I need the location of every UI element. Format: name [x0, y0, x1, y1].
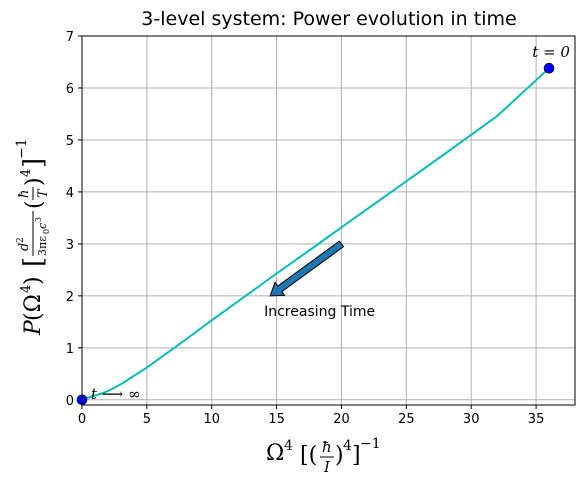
grid-lines	[81, 35, 575, 405]
series-layer	[81, 67, 550, 401]
svg-text:Ω: Ω	[266, 441, 284, 466]
y-tick-label: 5	[66, 134, 74, 149]
svg-text:(: (	[22, 200, 47, 209]
y-axis-label: P (Ω 4 ) [ d 2 3πε 0 c 3 ( ħ T ) 4 ] −1	[14, 138, 51, 336]
svg-text:[: [	[19, 257, 49, 267]
svg-text:c: c	[36, 223, 49, 229]
svg-text:4: 4	[19, 169, 34, 177]
series-line	[81, 67, 550, 401]
x-tick-label: 30	[463, 412, 480, 427]
svg-text:[(: [(	[300, 443, 317, 468]
y-tick-label: 1	[66, 342, 74, 357]
svg-text:3: 3	[34, 217, 43, 222]
svg-text:3πε: 3πε	[36, 236, 49, 256]
chart-title: 3-level system: Power evolution in time	[141, 8, 516, 30]
svg-text:−1: −1	[14, 138, 30, 159]
x-tick-label: 10	[203, 412, 220, 427]
svg-text:I: I	[323, 458, 331, 476]
plot-frame	[81, 35, 576, 406]
svg-text:4: 4	[19, 285, 34, 293]
y-tick-label: 4	[66, 186, 74, 201]
y-tick-label: 6	[66, 82, 74, 97]
svg-text:P: P	[21, 319, 46, 336]
x-tick-label: 20	[333, 412, 350, 427]
svg-text:]: ]	[19, 158, 49, 168]
svg-text:−1: −1	[360, 436, 381, 452]
svg-text:): )	[335, 443, 344, 468]
annotation-arrow	[269, 240, 345, 297]
x-tick-label: 0	[78, 412, 86, 427]
svg-text:(Ω: (Ω	[21, 294, 46, 321]
svg-text:]: ]	[352, 443, 361, 468]
x-tick-label: 15	[268, 412, 285, 427]
x-tick-label: 5	[143, 412, 151, 427]
y-tick-label: 3	[66, 238, 74, 253]
svg-text:): )	[21, 276, 46, 285]
marker-point	[543, 62, 555, 74]
svg-text:T: T	[36, 188, 51, 198]
svg-text:0: 0	[42, 229, 51, 234]
x-axis-label: Ω 4 [( ħ I ) 4 ] −1	[266, 436, 381, 476]
x-tick-label: 25	[398, 412, 415, 427]
svg-text:4: 4	[343, 438, 352, 454]
x-tick-label: 35	[528, 412, 545, 427]
markers-layer: t = 0 t ⟶ ∞	[76, 43, 570, 406]
svg-text:): )	[22, 177, 47, 186]
y-tick-label: 0	[66, 394, 74, 409]
svg-text:d: d	[17, 243, 32, 251]
svg-text:ħ: ħ	[322, 438, 332, 456]
svg-text:2: 2	[16, 237, 26, 243]
annotation-text: Increasing Time	[264, 304, 375, 320]
annotation-layer: Increasing Time	[264, 240, 375, 320]
svg-text:ħ: ħ	[17, 190, 32, 198]
x-axis-ticks: 0 5 10 15 20 25 30 35	[78, 405, 544, 427]
y-tick-label: 7	[66, 30, 74, 45]
y-axis-ticks: 0 1 2 3 4 5 6 7	[66, 30, 82, 409]
marker-label-start: t = 0	[532, 43, 570, 61]
svg-text:4: 4	[284, 438, 293, 454]
marker-label-end: t ⟶ ∞	[91, 385, 141, 403]
y-tick-label: 2	[66, 290, 74, 305]
